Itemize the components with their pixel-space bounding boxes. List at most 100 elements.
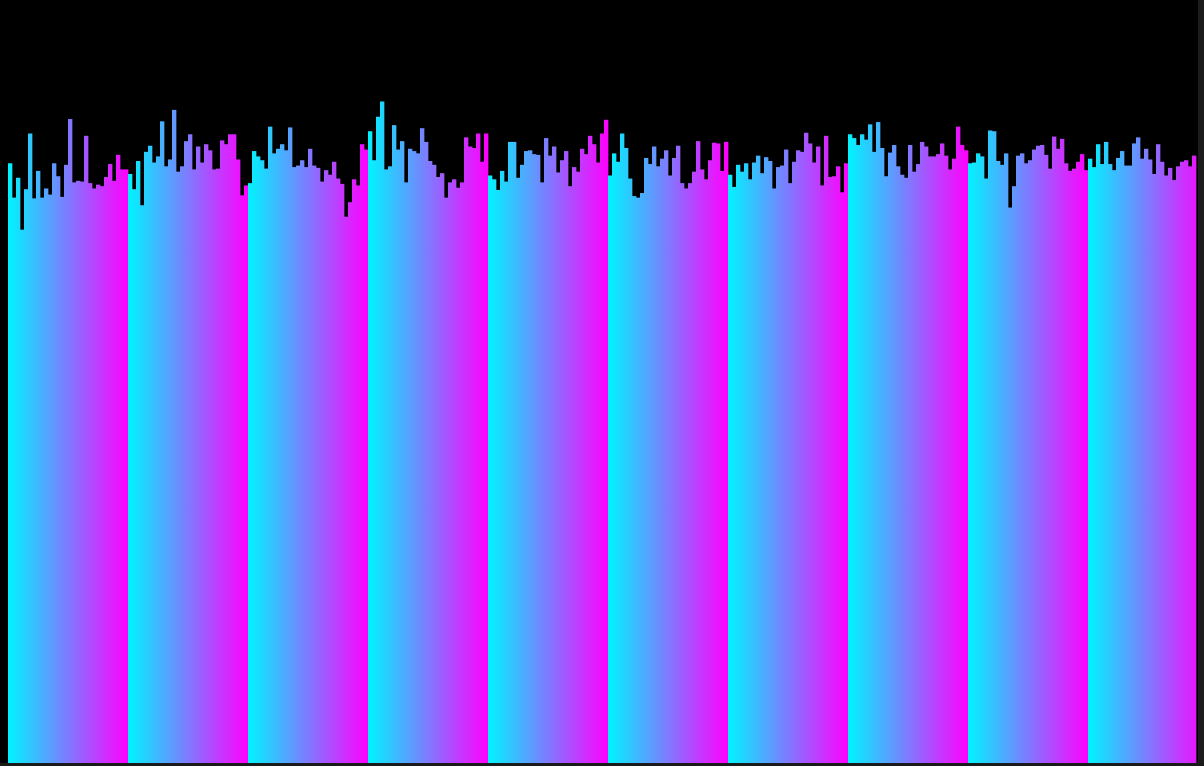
frequency-bar bbox=[1172, 180, 1177, 763]
frequency-bar bbox=[888, 152, 893, 764]
frequency-band-4 bbox=[368, 101, 489, 764]
frequency-bar bbox=[124, 169, 129, 763]
frequency-bar bbox=[916, 164, 921, 764]
frequency-bar bbox=[164, 166, 169, 763]
frequency-bar bbox=[608, 175, 613, 764]
frequency-bar bbox=[156, 156, 161, 763]
frequency-bar bbox=[980, 156, 985, 763]
frequency-bar bbox=[636, 197, 641, 763]
frequency-bar bbox=[860, 134, 865, 764]
frequency-bar bbox=[1012, 186, 1017, 764]
frequency-bar bbox=[556, 172, 561, 763]
frequency-bar bbox=[1084, 170, 1089, 763]
frequency-bar bbox=[76, 180, 81, 763]
frequency-bar bbox=[880, 148, 885, 763]
frequency-bar bbox=[740, 171, 745, 764]
frequency-bar bbox=[1092, 167, 1097, 764]
frequency-bar bbox=[908, 144, 913, 764]
frequency-bar bbox=[128, 173, 133, 763]
frequency-bar bbox=[468, 146, 473, 763]
frequency-bar bbox=[660, 158, 665, 763]
frequency-bar bbox=[416, 153, 421, 764]
frequency-bar bbox=[1164, 175, 1169, 764]
frequency-bar bbox=[628, 178, 633, 764]
frequency-bar bbox=[1052, 136, 1057, 763]
frequency-bar bbox=[1192, 155, 1197, 763]
frequency-bar bbox=[948, 169, 953, 763]
frequency-bar bbox=[232, 134, 237, 764]
frequency-bar bbox=[1112, 170, 1117, 763]
frequency-bar bbox=[828, 177, 833, 763]
frequency-bar bbox=[940, 143, 945, 763]
frequency-bar bbox=[116, 154, 121, 763]
frequency-bar bbox=[188, 134, 193, 764]
frequency-bar bbox=[896, 166, 901, 763]
frequency-bar bbox=[764, 157, 769, 763]
frequency-bands bbox=[8, 101, 1197, 764]
frequency-bar bbox=[448, 182, 453, 764]
frequency-bar bbox=[1124, 165, 1129, 763]
frequency-bar bbox=[1176, 166, 1181, 763]
frequency-bar bbox=[748, 179, 753, 764]
frequency-bar bbox=[456, 187, 461, 763]
frequency-bar bbox=[224, 144, 229, 763]
frequency-bar bbox=[868, 124, 873, 764]
frequency-bar bbox=[308, 148, 313, 763]
frequency-bar bbox=[676, 145, 681, 764]
frequency-bar bbox=[1048, 168, 1053, 763]
frequency-bar bbox=[792, 161, 797, 763]
frequency-bar bbox=[140, 205, 145, 763]
frequency-bar bbox=[168, 159, 173, 764]
frequency-bar bbox=[760, 173, 765, 763]
frequency-bar bbox=[68, 119, 73, 763]
frequency-bar bbox=[1008, 207, 1013, 764]
frequency-bar bbox=[976, 153, 981, 764]
frequency-bar bbox=[1152, 173, 1157, 763]
frequency-bar bbox=[876, 122, 881, 763]
frequency-bar bbox=[1188, 166, 1193, 763]
frequency-bar bbox=[1032, 149, 1037, 764]
frequency-bar bbox=[588, 135, 593, 763]
frequency-bar bbox=[936, 154, 941, 763]
frequency-bar bbox=[1136, 137, 1141, 764]
frequency-bar bbox=[964, 150, 969, 763]
frequency-bar bbox=[648, 164, 653, 764]
frequency-bar bbox=[432, 164, 437, 763]
frequency-bar bbox=[536, 154, 541, 763]
frequency-bar bbox=[444, 197, 449, 763]
frequency-bar bbox=[40, 197, 45, 763]
frequency-bar bbox=[984, 178, 989, 764]
frequency-bar bbox=[280, 144, 285, 763]
frequency-bar bbox=[400, 141, 405, 763]
frequency-bar bbox=[404, 182, 409, 764]
frequency-bar bbox=[884, 176, 889, 763]
frequency-bar bbox=[712, 142, 717, 763]
frequency-band-8 bbox=[848, 122, 969, 764]
frequency-bar bbox=[532, 154, 537, 763]
frequency-bar bbox=[328, 174, 333, 764]
window-edge-right bbox=[1198, 0, 1204, 766]
frequency-bar bbox=[528, 150, 533, 763]
frequency-bar bbox=[616, 161, 621, 763]
frequency-bar bbox=[340, 183, 345, 763]
frequency-bar bbox=[104, 177, 109, 763]
frequency-bar bbox=[720, 170, 725, 763]
frequency-bar bbox=[932, 156, 937, 763]
frequency-bar bbox=[132, 189, 137, 764]
frequency-bar bbox=[852, 138, 857, 764]
frequency-band-5 bbox=[488, 119, 609, 764]
frequency-bar bbox=[564, 151, 569, 763]
frequency-bar bbox=[352, 179, 357, 764]
frequency-bar bbox=[176, 171, 181, 764]
frequency-bar bbox=[1080, 154, 1085, 763]
frequency-bar bbox=[812, 162, 817, 763]
frequency-bar bbox=[596, 162, 601, 763]
frequency-bar bbox=[708, 160, 713, 764]
frequency-bar bbox=[776, 167, 781, 764]
frequency-band-1 bbox=[8, 119, 129, 764]
frequency-bar bbox=[996, 160, 1001, 764]
frequency-bar bbox=[284, 150, 289, 763]
frequency-bar bbox=[388, 166, 393, 763]
frequency-bar bbox=[1140, 158, 1145, 763]
